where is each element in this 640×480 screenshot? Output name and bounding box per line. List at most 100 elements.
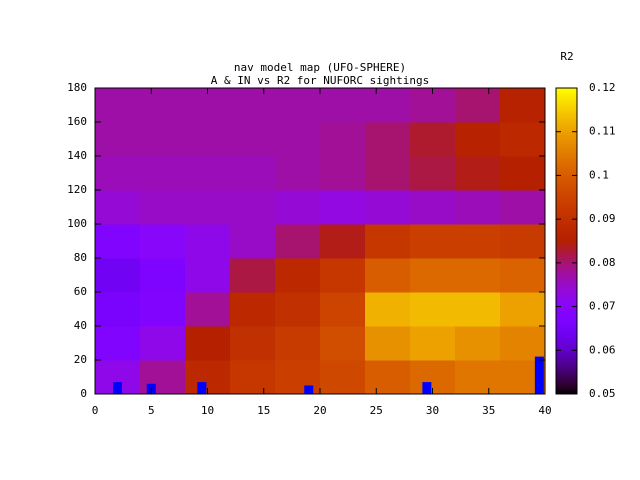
colorbar-tick-label: 0.1: [589, 168, 609, 181]
heatmap-cell: [455, 224, 501, 259]
heatmap-cell: [320, 360, 366, 395]
heatmap-cell: [140, 292, 186, 327]
x-tick-label: 30: [426, 404, 439, 417]
heatmap-cell: [455, 360, 501, 395]
heatmap-cell: [500, 122, 546, 157]
heatmap-cell: [320, 224, 366, 259]
heatmap-cell: [365, 360, 411, 395]
x-tick-label: 0: [92, 404, 99, 417]
heatmap-cell: [365, 326, 411, 361]
x-tick-label: 35: [482, 404, 495, 417]
heatmap-cell: [365, 190, 411, 225]
heatmap-cell: [275, 258, 321, 293]
heatmap-cell: [320, 258, 366, 293]
x-tick-label: 40: [538, 404, 551, 417]
x-tick-label: 10: [201, 404, 214, 417]
heatmap-cell: [410, 224, 456, 259]
heatmap-cell: [185, 156, 231, 191]
heatmap-cell: [365, 258, 411, 293]
heatmap-cell: [95, 326, 141, 361]
heatmap-cell: [320, 292, 366, 327]
colorbar-tick-label: 0.06: [589, 343, 616, 356]
heatmap-cell: [95, 190, 141, 225]
x-tick-label: 25: [370, 404, 383, 417]
bar: [197, 382, 207, 394]
bar: [422, 382, 432, 394]
heatmap-cell: [365, 156, 411, 191]
heatmap-cell: [320, 190, 366, 225]
heatmap-cell: [275, 326, 321, 361]
heatmap-cell: [95, 122, 141, 157]
heatmap-cell: [230, 156, 276, 191]
heatmap-cell: [365, 122, 411, 157]
colorbar-tick-label: 0.12: [589, 81, 616, 94]
heatmap-cell: [140, 88, 186, 123]
heatmap-cell: [410, 190, 456, 225]
heatmap-cell: [500, 88, 546, 123]
heatmap-cell: [140, 224, 186, 259]
y-tick-label: 180: [67, 81, 87, 94]
heatmap-cell: [95, 156, 141, 191]
x-tick-label: 5: [148, 404, 155, 417]
bar: [304, 385, 314, 394]
heatmap-cell: [455, 258, 501, 293]
heatmap-cell: [230, 224, 276, 259]
colorbar: [555, 87, 578, 395]
colorbar-tick-label: 0.09: [589, 212, 616, 225]
chart-subtitle: A & IN vs R2 for NUFORC sightings: [211, 74, 430, 87]
colorbar-tick-label: 0.07: [589, 300, 616, 313]
x-tick-label: 20: [313, 404, 326, 417]
y-tick-label: 80: [74, 251, 87, 264]
heatmap-cell: [275, 360, 321, 395]
heatmap-cell: [455, 326, 501, 361]
colorbar-tick-label: 0.05: [589, 387, 616, 400]
heatmap-cell: [275, 156, 321, 191]
heatmap-cell: [140, 190, 186, 225]
heatmap-cell: [320, 326, 366, 361]
bar: [534, 356, 544, 394]
heatmap-cell: [410, 122, 456, 157]
heatmap-cell: [230, 190, 276, 225]
heatmap-cell: [230, 292, 276, 327]
heatmap-cell: [275, 190, 321, 225]
heatmap-cell: [185, 224, 231, 259]
heatmap-cell: [140, 122, 186, 157]
y-tick-label: 40: [74, 319, 87, 332]
heatmap-cell: [320, 156, 366, 191]
heatmap-cell: [455, 156, 501, 191]
heatmap-cell: [185, 122, 231, 157]
heatmap-cell: [455, 190, 501, 225]
heatmap-cell: [275, 292, 321, 327]
heatmap-cell: [185, 292, 231, 327]
heatmap-cell: [365, 224, 411, 259]
heatmap-cell: [410, 292, 456, 327]
chart-title: nav model map (UFO-SPHERE): [234, 61, 406, 74]
heatmap-cell: [500, 292, 546, 327]
y-tick-label: 140: [67, 149, 87, 162]
colorbar-tick-label: 0.11: [589, 125, 616, 138]
heatmap-cell: [275, 224, 321, 259]
heatmap-cell: [140, 326, 186, 361]
heatmap-cell: [455, 292, 501, 327]
heatmap-cell: [185, 258, 231, 293]
y-tick-label: 60: [74, 285, 87, 298]
colorbar-tick-label: 0.08: [589, 256, 616, 269]
heatmap-cell: [500, 224, 546, 259]
heatmap-cell: [500, 326, 546, 361]
heatmap-cell: [95, 88, 141, 123]
heatmap-cell: [410, 258, 456, 293]
heatmap-cell: [455, 122, 501, 157]
heatmap-cell: [275, 88, 321, 123]
heatmap-cell: [500, 258, 546, 293]
heatmap-cell: [230, 326, 276, 361]
heatmap-cell: [185, 190, 231, 225]
y-tick-label: 120: [67, 183, 87, 196]
heatmap-cell: [95, 292, 141, 327]
heatmap-cell: [230, 360, 276, 395]
heatmap-cell: [185, 326, 231, 361]
heatmap-cell: [140, 258, 186, 293]
heatmap-cell: [320, 88, 366, 123]
y-tick-label: 160: [67, 115, 87, 128]
